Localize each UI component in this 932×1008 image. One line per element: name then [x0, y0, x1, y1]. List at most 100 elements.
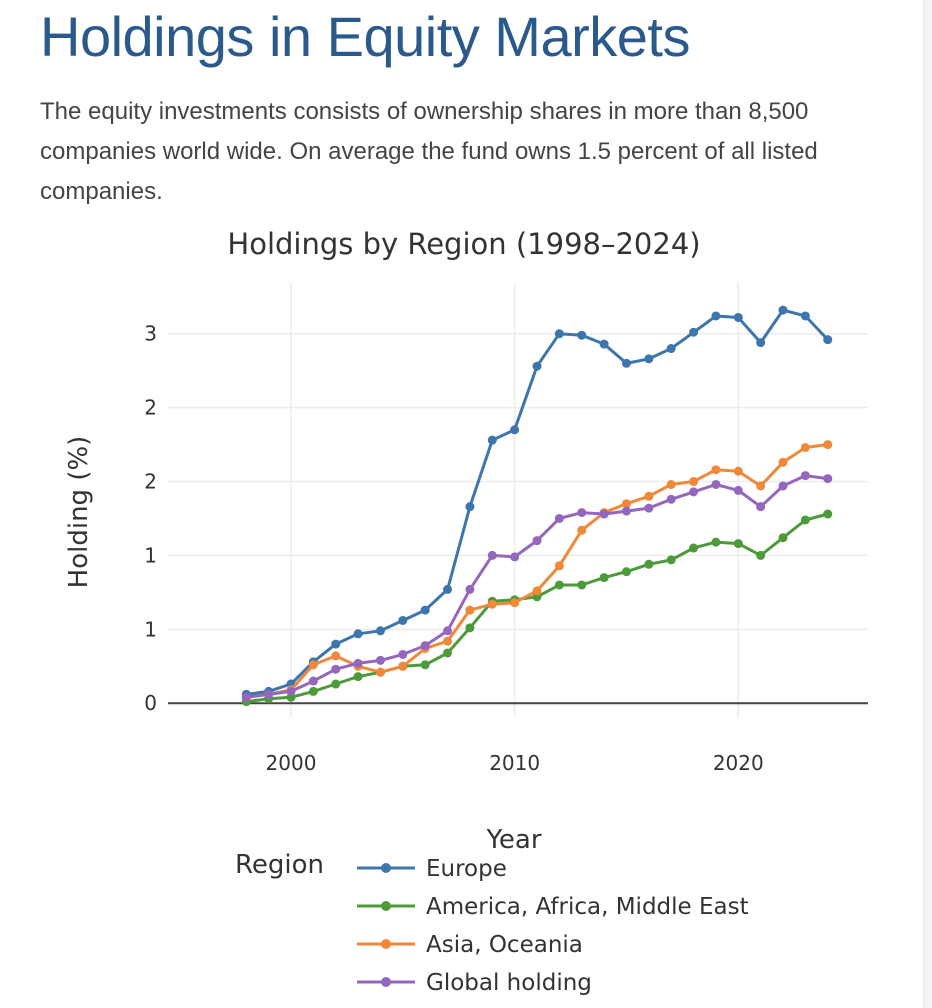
data-point: [711, 479, 721, 489]
legend-swatch-marker: [381, 939, 391, 949]
data-point: [443, 584, 453, 594]
data-point: [353, 658, 363, 668]
data-point: [711, 311, 721, 321]
legend-item: America, Africa, Middle East: [357, 894, 749, 920]
data-point: [510, 552, 520, 562]
data-point: [689, 487, 699, 497]
data-point: [308, 686, 318, 696]
data-point: [308, 676, 318, 686]
data-point: [375, 655, 385, 665]
grid-layer: [168, 282, 868, 718]
legend-label: America, Africa, Middle East: [426, 894, 749, 920]
data-point: [823, 335, 833, 345]
axis-layer: 2000 2010 2020 0 1 1 2 2 3: [144, 322, 868, 775]
page-title: Holdings in Equity Markets: [40, 5, 690, 68]
data-point: [465, 605, 475, 615]
data-point: [577, 525, 587, 535]
data-point: [666, 344, 676, 354]
data-point: [599, 509, 609, 519]
legend-item: Asia, Oceania: [357, 932, 583, 958]
data-point: [510, 425, 520, 435]
data-point: [398, 649, 408, 659]
data-point: [621, 567, 631, 577]
legend-swatch-marker: [381, 901, 391, 911]
data-point: [778, 533, 788, 543]
data-point: [599, 339, 609, 349]
series-3: [241, 471, 833, 702]
data-point: [443, 648, 453, 658]
data-point: [778, 481, 788, 491]
x-tick-label: 2000: [266, 751, 317, 775]
data-point: [733, 539, 743, 549]
data-point: [644, 559, 654, 569]
legend-swatch-marker: [381, 977, 391, 987]
legend-item: Europe: [357, 856, 507, 882]
data-point: [621, 358, 631, 368]
data-point: [554, 580, 564, 590]
data-point: [621, 506, 631, 516]
data-point: [733, 312, 743, 322]
legend-item: Global holding: [357, 970, 592, 996]
y-axis-title: Holding (%): [64, 436, 94, 589]
data-point: [353, 629, 363, 639]
data-point: [621, 499, 631, 509]
data-point: [375, 667, 385, 677]
data-point: [823, 509, 833, 519]
data-point: [711, 465, 721, 475]
intro-paragraph: The equity investments consists of owner…: [40, 98, 818, 205]
data-point: [331, 639, 341, 649]
data-point: [756, 338, 766, 348]
data-point: [800, 471, 810, 481]
data-point: [554, 329, 564, 339]
x-tick-label: 2010: [489, 751, 540, 775]
data-point: [465, 623, 475, 633]
data-point: [689, 327, 699, 337]
data-point: [599, 573, 609, 583]
y-tick-label: 2: [144, 396, 157, 420]
data-point: [733, 466, 743, 476]
x-tick-label: 2020: [713, 751, 764, 775]
data-point: [532, 361, 542, 371]
data-point: [487, 435, 497, 445]
legend-label: Global holding: [426, 970, 592, 996]
data-point: [264, 689, 274, 699]
data-point: [331, 679, 341, 689]
data-point: [666, 494, 676, 504]
series-1: [241, 509, 833, 707]
data-point: [689, 543, 699, 553]
data-point: [666, 555, 676, 565]
data-point: [398, 615, 408, 625]
data-point: [443, 626, 453, 636]
data-point: [420, 660, 430, 670]
data-point: [711, 537, 721, 547]
data-point: [487, 550, 497, 560]
series-layer: [241, 305, 833, 707]
chart-title: Holdings by Region (1998–2024): [227, 227, 700, 261]
data-point: [443, 636, 453, 646]
data-point: [666, 479, 676, 489]
data-point: [778, 305, 788, 315]
data-point: [800, 515, 810, 525]
data-point: [756, 502, 766, 512]
data-point: [577, 508, 587, 518]
data-point: [532, 586, 542, 596]
data-point: [644, 503, 654, 513]
legend-label: Asia, Oceania: [426, 932, 583, 958]
data-point: [241, 692, 251, 702]
data-point: [800, 443, 810, 453]
data-point: [756, 481, 766, 491]
scrollbar[interactable]: [923, 0, 932, 1008]
data-point: [577, 330, 587, 340]
data-point: [420, 641, 430, 651]
y-tick-label: 1: [144, 543, 157, 567]
legend-swatch-marker: [381, 863, 391, 873]
data-point: [532, 536, 542, 546]
legend: Europe America, Africa, Middle East Asia, …: [357, 856, 749, 996]
data-point: [689, 477, 699, 487]
data-point: [465, 502, 475, 512]
data-point: [823, 474, 833, 484]
y-tick-label: 1: [144, 617, 157, 641]
legend-title: Region: [235, 850, 324, 880]
